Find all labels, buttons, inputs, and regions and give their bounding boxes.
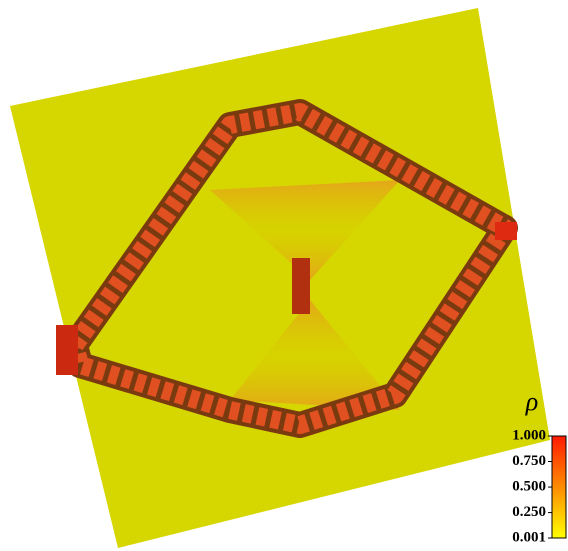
tick-label: 0.250 [512, 504, 546, 520]
scene: ρ 1.000 0.750 0.500 0.250 0.001 [0, 0, 568, 551]
tick-label: 0.001 [512, 529, 546, 545]
left-support [56, 325, 78, 375]
tick-label: 0.500 [512, 478, 546, 494]
page: ρ 1.0000.7500.5000.2500.001 (() => { con… [0, 0, 568, 551]
right-load [495, 222, 517, 240]
colorbar-label: ρ [525, 387, 538, 416]
tick-label: 1.000 [512, 427, 546, 443]
center-column [292, 258, 310, 314]
tick-label: 0.750 [512, 453, 546, 469]
colorbar-scale [552, 436, 566, 538]
